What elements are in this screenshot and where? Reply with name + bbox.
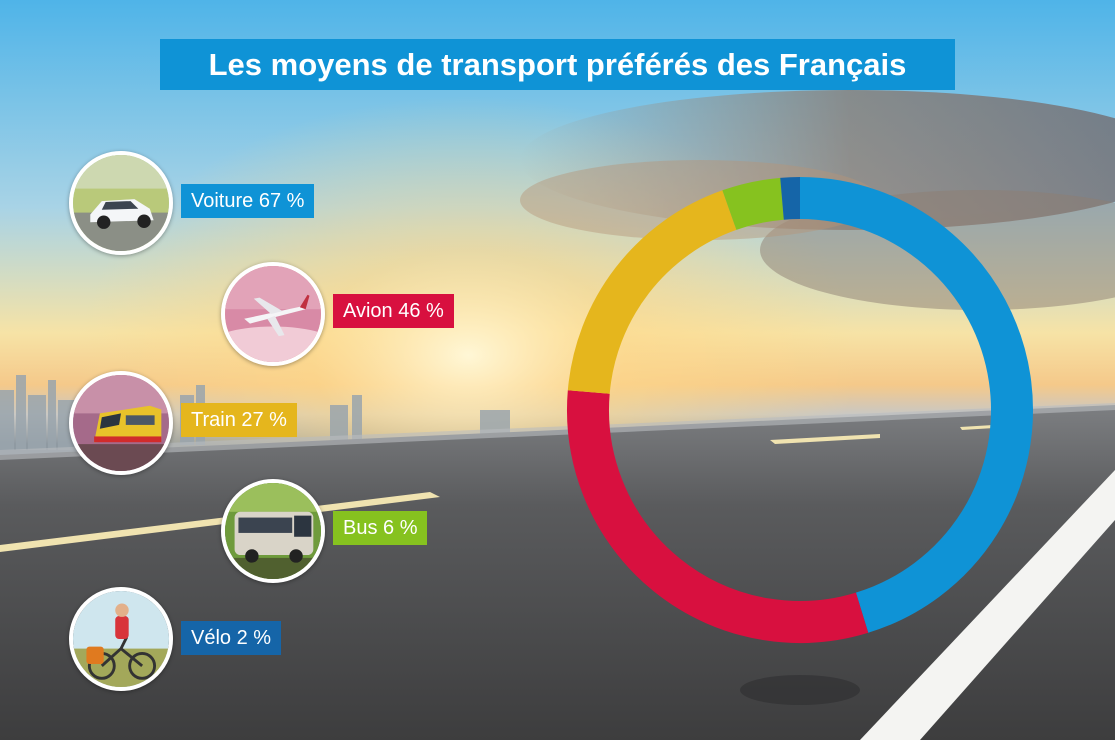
legend-label-avion: Avion 46 % <box>333 294 454 328</box>
car-photo <box>69 151 173 255</box>
donut-slice-bus <box>722 177 785 231</box>
donut-slice-avion <box>567 390 869 643</box>
legend-label-bus: Bus 6 % <box>333 511 428 545</box>
legend-label-voiture: Voiture 67 % <box>181 184 315 218</box>
legend-label-velo: Vélo 2 % <box>181 621 282 655</box>
donut-slice-voiture <box>799 177 1033 633</box>
donut-slice-velo <box>780 177 801 220</box>
cyclist-photo <box>69 587 173 691</box>
bus-photo <box>221 479 325 583</box>
airplane-photo <box>221 262 325 366</box>
donut-slice-train <box>567 190 737 395</box>
train-photo <box>69 371 173 475</box>
donut-chart <box>567 177 1033 643</box>
legend-label-train: Train 27 % <box>181 403 297 437</box>
chart-title: Les moyens de transport préférés des Fra… <box>160 39 955 90</box>
